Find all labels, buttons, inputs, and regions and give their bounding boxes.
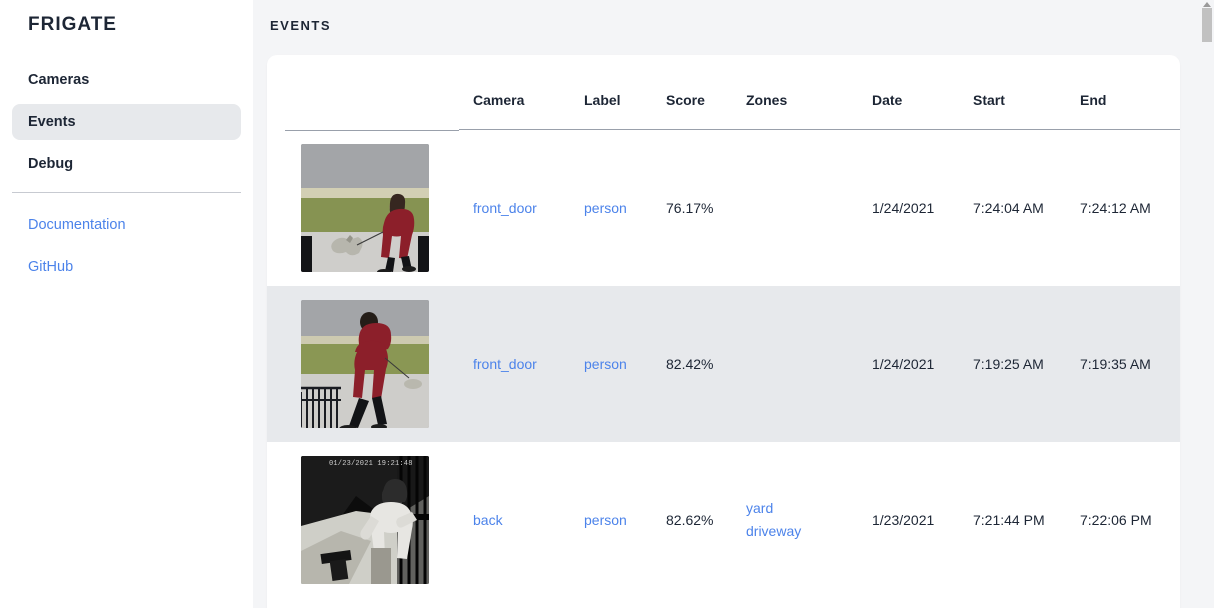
svg-text:01/23/2021 19:21:48: 01/23/2021 19:21:48 xyxy=(329,460,413,468)
